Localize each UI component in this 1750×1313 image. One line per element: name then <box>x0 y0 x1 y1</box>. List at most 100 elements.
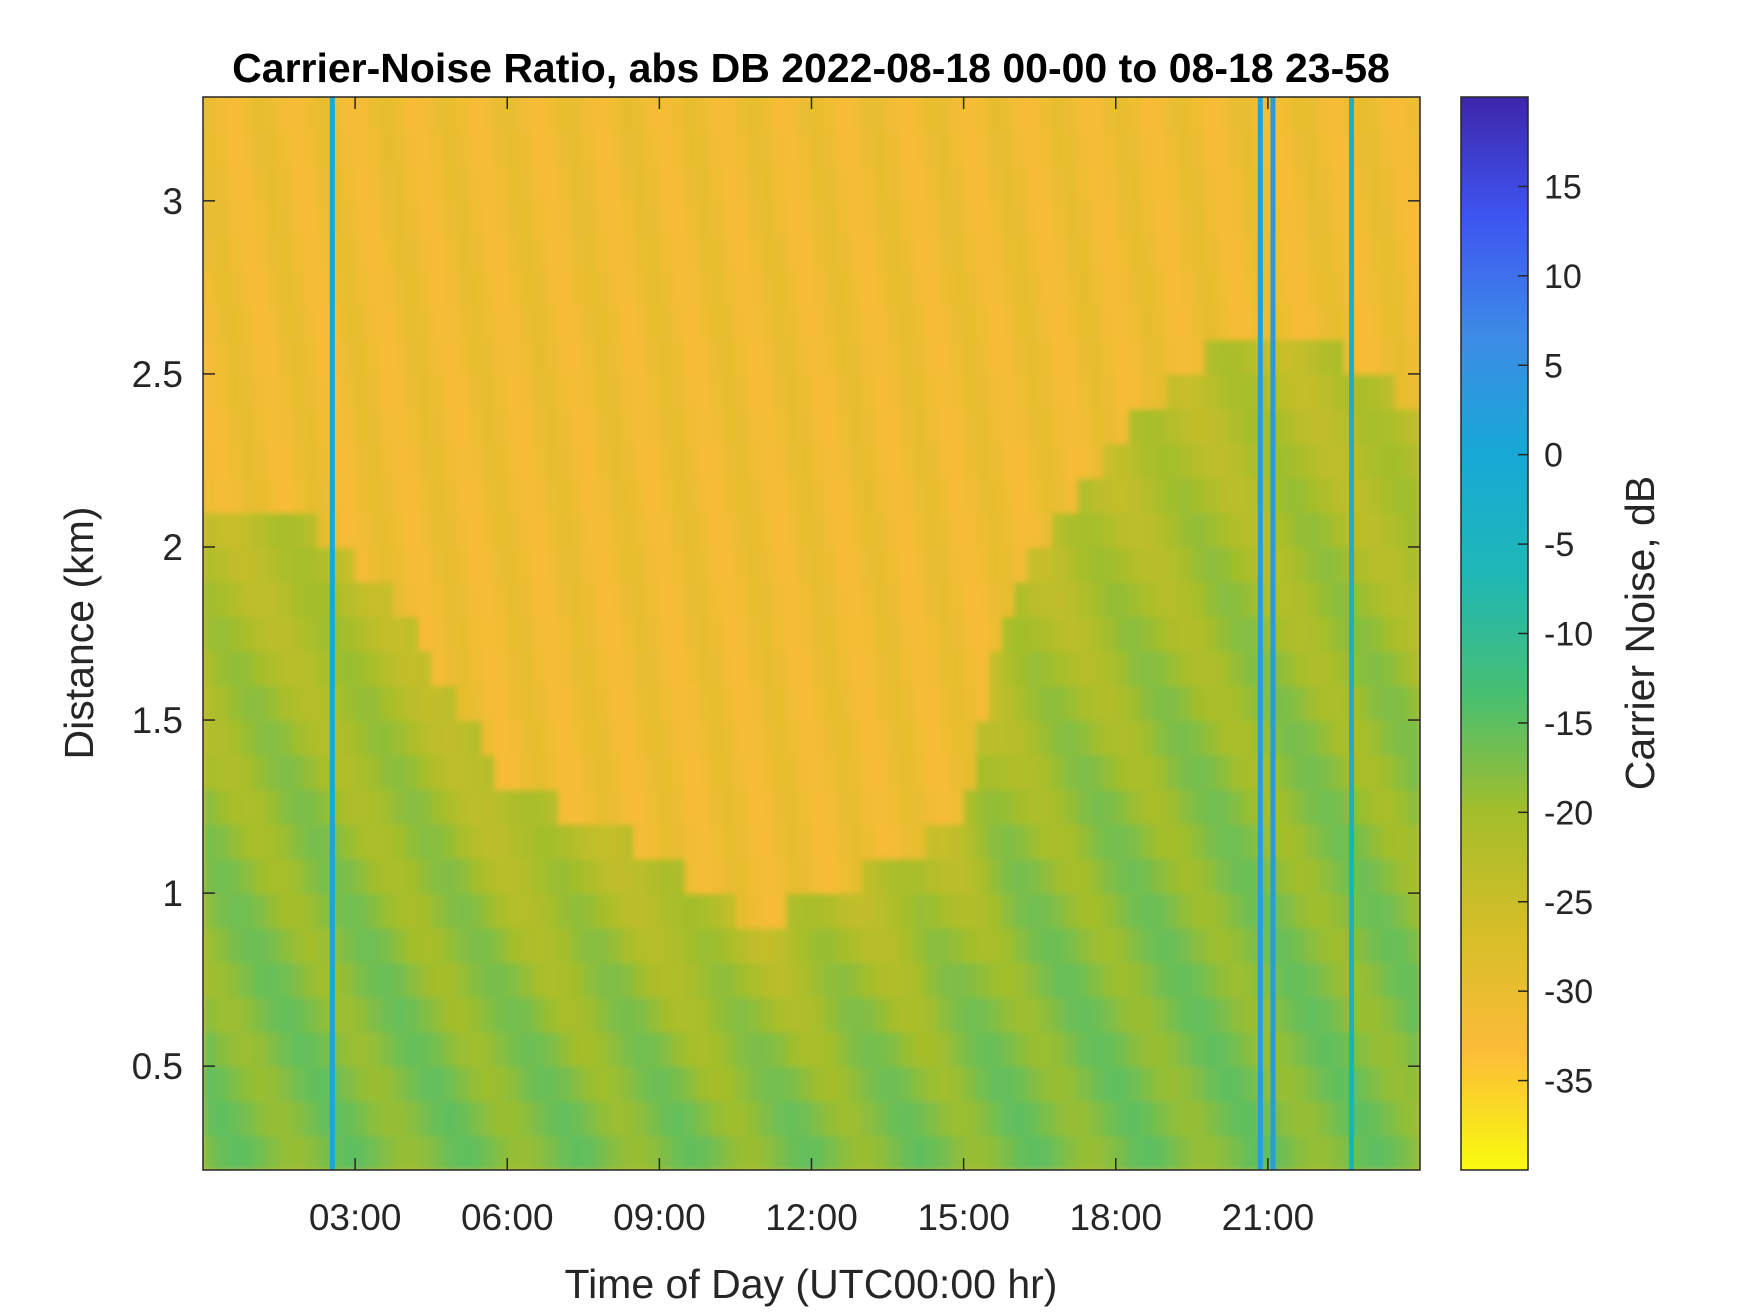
heatmap-cell <box>507 477 521 514</box>
heatmap-cell <box>241 650 255 687</box>
heatmap-cell <box>545 339 559 375</box>
heatmap-cell <box>634 754 648 791</box>
heatmap-cell <box>659 235 673 271</box>
heatmap-cell <box>279 962 293 998</box>
heatmap-cell <box>1217 650 1231 687</box>
heatmap-cell <box>1077 408 1092 444</box>
heatmap-cell <box>1356 789 1371 825</box>
heatmap-cell <box>976 235 990 271</box>
heatmap-cell <box>1381 893 1396 929</box>
heatmap-cell <box>1305 893 1320 929</box>
heatmap-cell <box>900 650 914 687</box>
heatmap-cell <box>228 996 242 1033</box>
heatmap-cell <box>786 754 800 791</box>
heatmap-cell <box>456 546 471 583</box>
heatmap-cell <box>1027 927 1041 964</box>
heatmap-cell <box>253 858 268 894</box>
heatmap-cell <box>481 962 496 998</box>
heatmap-cell <box>735 1100 749 1137</box>
heatmap-cell <box>291 339 306 375</box>
heatmap-cell <box>1280 408 1295 444</box>
heatmap-cell <box>748 858 762 894</box>
heatmap-cell <box>405 235 420 271</box>
heatmap-cell <box>1039 1100 1054 1137</box>
heatmap-cell <box>722 996 737 1033</box>
heatmap-cell <box>215 304 230 341</box>
heatmap-cell <box>963 616 978 652</box>
heatmap-cell <box>291 546 306 583</box>
heatmap-cell <box>1242 754 1256 791</box>
heatmap-cell <box>862 339 876 375</box>
heatmap-cell <box>355 754 369 791</box>
heatmap-cell <box>241 477 255 514</box>
heatmap-cell <box>279 131 293 168</box>
heatmap-cell <box>494 1031 509 1067</box>
heatmap-cell <box>380 373 394 410</box>
heatmap-cell <box>608 373 623 410</box>
heatmap-cell <box>976 996 990 1033</box>
heatmap-cell <box>1153 304 1168 341</box>
heatmap-cell <box>317 720 331 756</box>
heatmap-cell <box>1141 512 1155 548</box>
heatmap-cell <box>1369 200 1383 237</box>
heatmap-cell <box>570 97 585 133</box>
heatmap-cell <box>583 858 597 894</box>
heatmap-cell <box>481 581 496 617</box>
heatmap-cell <box>1242 789 1256 825</box>
heatmap-cell <box>1039 789 1054 825</box>
heatmap-cell <box>988 581 1003 617</box>
heatmap-cell <box>393 720 407 756</box>
heatmap-cell <box>950 754 965 791</box>
heatmap-cell <box>1179 996 1193 1033</box>
heatmap-cell <box>1217 962 1231 998</box>
heatmap-cell <box>1394 235 1409 271</box>
heatmap-cell <box>380 304 394 341</box>
heatmap-cell <box>291 512 306 548</box>
heatmap-cell <box>1001 408 1016 444</box>
heatmap-cell <box>1356 97 1371 133</box>
heatmap-cell <box>595 927 610 964</box>
heatmap-cell <box>988 616 1003 652</box>
heatmap-cell <box>1077 1100 1092 1137</box>
heatmap-cell <box>545 1031 559 1067</box>
heatmap-cell <box>887 1100 902 1137</box>
heatmap-cell <box>418 1066 432 1102</box>
heatmap-cell <box>1305 1031 1320 1067</box>
heatmap-cell <box>317 754 331 791</box>
heatmap-cell <box>1369 477 1383 514</box>
heatmap-cell <box>1407 650 1420 687</box>
heatmap-cell <box>1356 131 1371 168</box>
heatmap-cell <box>836 97 851 133</box>
heatmap-cell <box>1356 166 1371 202</box>
heatmap-cell <box>1356 477 1371 514</box>
heatmap-cell <box>1280 858 1295 894</box>
heatmap-cell <box>646 858 661 894</box>
heatmap-cell <box>836 443 851 479</box>
heatmap-cell <box>1128 166 1142 202</box>
heatmap-cell <box>1394 720 1409 756</box>
heatmap-cell <box>646 546 661 583</box>
heatmap-cell <box>507 927 521 964</box>
heatmap-cell <box>862 477 876 514</box>
heatmap-cell <box>976 97 990 133</box>
heatmap-cell <box>697 1135 711 1170</box>
heatmap-cell <box>1103 962 1117 998</box>
heatmap-cell <box>1191 512 1206 548</box>
heatmap-cell <box>1280 1100 1295 1137</box>
heatmap-cell <box>1331 616 1345 652</box>
heatmap-cell <box>811 893 825 929</box>
heatmap-cell <box>1394 1031 1409 1067</box>
heatmap-cell <box>672 996 686 1033</box>
heatmap-cell <box>735 789 749 825</box>
heatmap-cell <box>950 616 965 652</box>
heatmap-cell <box>1052 720 1066 756</box>
heatmap-cell <box>1166 270 1180 306</box>
heatmap-cell <box>393 858 407 894</box>
heatmap-cell <box>418 373 432 410</box>
heatmap-cell <box>545 408 559 444</box>
heatmap-cell <box>1141 200 1155 237</box>
heatmap-cell <box>1166 996 1180 1033</box>
heatmap-cell <box>697 962 711 998</box>
heatmap-cell <box>748 1100 762 1137</box>
heatmap-cell <box>570 823 585 860</box>
